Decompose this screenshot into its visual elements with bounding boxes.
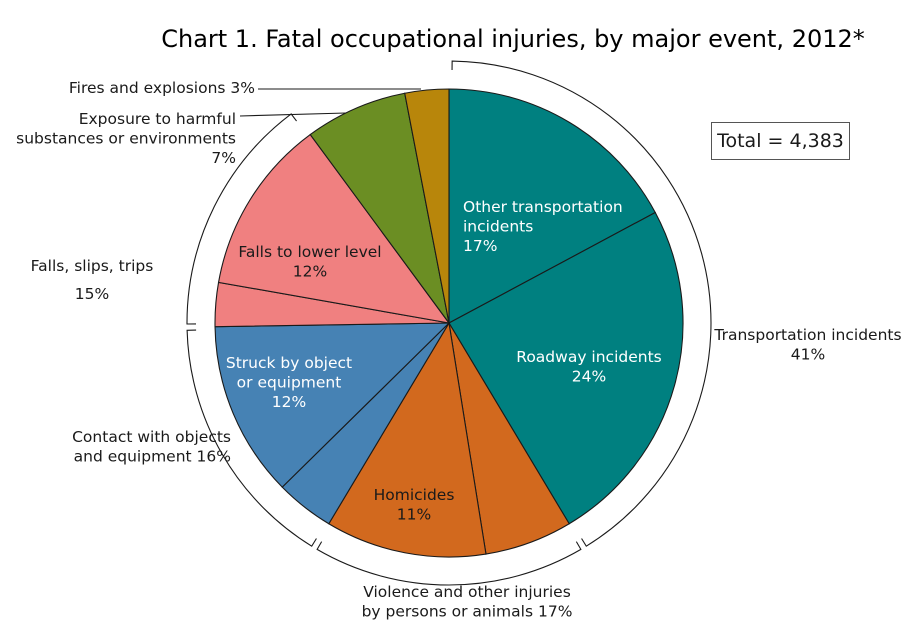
slice-label-line: incidents [463,218,533,236]
slice-label-line: 11% [397,506,431,524]
bracket-transport [451,60,712,547]
slice-label-line: 17% [463,237,497,255]
group-labels: Transportation incidents 41% Violence and … [16,79,901,621]
group-label-line: 7% [211,149,236,167]
group-label-line: substances or environments [16,130,236,148]
slice-label-line: or equipment [237,374,342,392]
leader-line-exposure [239,112,347,117]
slice-labels: Other transportation incidents 17% Roadway … [226,198,662,524]
pie-slice-roadway [448,211,684,525]
pie-slice-exposure [309,92,450,324]
group-brackets [186,60,712,586]
slice-label-homicides: Homicides 11% [374,486,455,524]
slice-label-line: Roadway incidents [516,348,661,366]
pie-slice-homicides [328,321,487,558]
bracket-contact [186,329,317,547]
slice-label-other-transport: Other transportation incidents 17% [463,198,623,255]
pie-slice-falls-lower [217,133,451,324]
group-label-line: Falls, slips, trips [31,257,154,275]
chart-title: Chart 1. Fatal occupational injuries, by… [161,25,865,53]
total-label: Total = 4,383 [717,130,844,152]
group-label-line: and equipment 16% [74,448,231,466]
slice-label-line: 12% [272,393,306,411]
group-label-fires: Fires and explosions 3% [69,79,255,97]
slice-label-line: 24% [572,368,606,386]
slice-label-line: Homicides [374,486,455,504]
group-label-line: 15% [75,285,109,303]
bracket-violence [316,541,582,586]
group-label-line: Contact with objects [72,428,231,446]
slice-label-line: Falls to lower level [238,243,381,261]
pie-slice-fires [404,88,450,324]
group-label-line: Violence and other injuries [363,583,571,601]
total-box: Total = 4,383 [711,122,850,160]
group-label-falls: Falls, slips, trips 15% [31,257,154,303]
slice-label-line: Struck by object [226,354,352,372]
group-label-exposure: Exposure to harmful substances or environ… [16,110,236,167]
group-label-line: 41% [791,346,825,364]
slice-label-roadway: Roadway incidents 24% [516,348,661,386]
leader-lines [239,88,421,117]
slice-label-falls-lower: Falls to lower level 12% [238,243,381,281]
slice-label-struck-by: Struck by object or equipment 12% [226,354,352,411]
pie-slice-struck-by [214,322,451,488]
slice-label-line: Other transportation [463,198,623,216]
group-label-line: Fires and explosions 3% [69,79,255,97]
group-label-transport: Transportation incidents 41% [713,326,901,364]
pie-slices [214,88,684,558]
group-label-line: by persons or animals 17% [362,603,573,621]
bracket-falls [186,113,297,325]
group-label-line: Exposure to harmful [79,110,236,128]
pie-slice-other-transport [448,88,657,324]
slice-label-line: 12% [293,263,327,281]
group-label-contact: Contact with objects and equipment 16% [72,428,231,466]
group-label-violence: Violence and other injuries by persons or… [362,583,573,621]
group-label-line: Transportation incidents [713,326,901,344]
